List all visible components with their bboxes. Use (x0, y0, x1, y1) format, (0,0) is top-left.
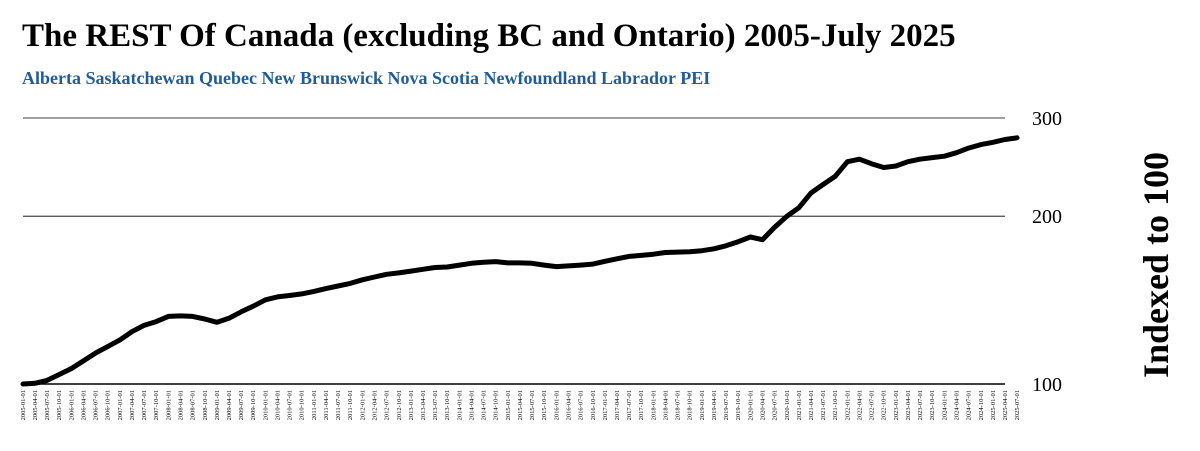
y-tick-label: 300 (1032, 108, 1062, 130)
x-tick-label: 2009-10-01 (250, 390, 257, 420)
y-axis-label: Indexed to 100 (1136, 152, 1176, 378)
chart-title: The REST Of Canada (excluding BC and Ont… (22, 18, 956, 54)
x-tick-label: 2006-10-01 (105, 390, 112, 420)
x-tick-label: 2022-04-01 (856, 390, 863, 420)
x-tick-label: 2019-10-01 (735, 390, 742, 420)
x-tick-label: 2013-01-01 (408, 390, 415, 420)
x-tick-label: 2008-04-01 (178, 390, 185, 420)
x-tick-label: 2006-04-01 (80, 390, 87, 420)
x-tick-label: 2010-07-01 (287, 390, 294, 420)
x-tick-label: 2019-04-01 (711, 390, 718, 420)
x-tick-label: 2015-10-01 (541, 390, 548, 420)
x-tick-label: 2014-04-01 (468, 390, 475, 420)
x-tick-label: 2007-10-01 (153, 390, 160, 420)
x-tick-label: 2005-01-01 (20, 390, 27, 420)
x-tick-label: 2015-04-01 (517, 390, 524, 420)
x-tick-label: 2017-07-01 (626, 390, 633, 420)
x-tick-label: 2021-07-01 (820, 390, 827, 420)
x-tick-label: 2012-10-01 (396, 390, 403, 420)
gridlines (23, 117, 1005, 385)
x-tick-label: 2009-01-01 (214, 390, 221, 420)
x-tick-label: 2022-10-01 (881, 390, 888, 420)
x-tick-label: 2022-07-01 (869, 390, 876, 420)
x-tick-label: 2022-01-01 (844, 390, 851, 420)
x-tick-label: 2017-04-01 (614, 390, 621, 420)
x-tick-label: 2013-04-01 (420, 390, 427, 420)
series-group (20, 135, 1020, 387)
series-line-0 (20, 135, 1020, 387)
y-tick-label: 100 (1032, 374, 1062, 396)
x-tick-label: 2025-01-01 (990, 390, 997, 420)
x-tick-label: 2014-01-01 (457, 390, 464, 420)
x-tick-label: 2005-10-01 (56, 390, 63, 420)
x-tick-label: 2010-01-01 (263, 390, 270, 420)
x-tick-label: 2025-07-01 (1014, 390, 1021, 420)
x-tick-label: 2012-07-01 (384, 390, 391, 420)
x-tick-label: 2024-01-01 (941, 390, 948, 420)
x-tick-label: 2009-07-01 (238, 390, 245, 420)
x-tick-label: 2023-04-01 (905, 390, 912, 420)
x-tick-label: 2008-07-01 (190, 390, 197, 420)
chart-subtitle: Alberta Saskatchewan Quebec New Brunswic… (22, 68, 711, 88)
x-tick-label: 2014-07-01 (481, 390, 488, 420)
x-tick-label: 2014-10-01 (493, 390, 500, 420)
x-tick-label: 2018-10-01 (687, 390, 694, 420)
x-tick-label: 2012-01-01 (359, 390, 366, 420)
x-tick-label: 2020-10-01 (784, 390, 791, 420)
x-tick-label: 2009-04-01 (226, 390, 233, 420)
x-tick-label: 2016-10-01 (590, 390, 597, 420)
x-tick-label: 2024-10-01 (978, 390, 985, 420)
x-tick-label: 2013-10-01 (444, 390, 451, 420)
x-tick-label: 2011-10-01 (347, 390, 354, 420)
x-tick-label: 2021-10-01 (832, 390, 839, 420)
x-tick-label: 2005-07-01 (44, 390, 51, 420)
x-tick-label: 2021-01-01 (796, 390, 803, 420)
x-tick-label: 2016-07-01 (578, 390, 585, 420)
x-tick-label: 2020-01-01 (747, 390, 754, 420)
x-tick-label: 2007-07-01 (141, 390, 148, 420)
x-tick-label: 2025-04-01 (1002, 390, 1009, 420)
x-tick-label: 2015-07-01 (529, 390, 536, 420)
x-tick-label: 2008-10-01 (202, 390, 209, 420)
x-tick-labels: 2005-01-01 2005-04-01 2005-07-01 2005-10-01… (20, 390, 1021, 420)
x-tick-label: 2021-04-01 (808, 390, 815, 420)
x-tick-label: 2018-07-01 (675, 390, 682, 420)
x-tick-label: 2005-04-01 (32, 390, 39, 420)
x-tick-label: 2006-07-01 (93, 390, 100, 420)
x-tick-label: 2024-07-01 (966, 390, 973, 420)
x-tick-label: 2019-07-01 (723, 390, 730, 420)
x-tick-label: 2017-01-01 (602, 390, 609, 420)
x-tick-label: 2020-04-01 (760, 390, 767, 420)
x-tick-label: 2007-01-01 (117, 390, 124, 420)
x-tick-label: 2019-01-01 (699, 390, 706, 420)
x-tick-label: 2018-04-01 (662, 390, 669, 420)
x-tick-label: 2016-01-01 (553, 390, 560, 420)
x-tick-label: 2016-04-01 (566, 390, 573, 420)
x-tick-label: 2011-07-01 (335, 390, 342, 420)
y-tick-label: 200 (1032, 206, 1062, 228)
x-tick-label: 2011-01-01 (311, 390, 318, 420)
x-tick-label: 2024-04-01 (954, 390, 961, 420)
x-tick-label: 2010-04-01 (274, 390, 281, 420)
x-tick-label: 2011-04-01 (323, 390, 330, 420)
x-tick-label: 2006-01-01 (69, 390, 76, 420)
x-tick-label: 2017-10-01 (638, 390, 645, 420)
x-tick-label: 2020-07-01 (772, 390, 779, 420)
x-tick-label: 2012-04-01 (372, 390, 379, 420)
x-tick-label: 2023-01-01 (893, 390, 900, 420)
x-tick-label: 2023-07-01 (917, 390, 924, 420)
x-tick-label: 2008-01-01 (165, 390, 172, 420)
x-tick-label: 2018-01-01 (650, 390, 657, 420)
x-tick-label: 2013-07-01 (432, 390, 439, 420)
y-tick-labels: 100 200 300 (1032, 108, 1062, 396)
x-tick-label: 2007-04-01 (129, 390, 136, 420)
x-tick-label: 2010-10-01 (299, 390, 306, 420)
x-tick-label: 2015-01-01 (505, 390, 512, 420)
x-tick-label: 2023-10-01 (929, 390, 936, 420)
